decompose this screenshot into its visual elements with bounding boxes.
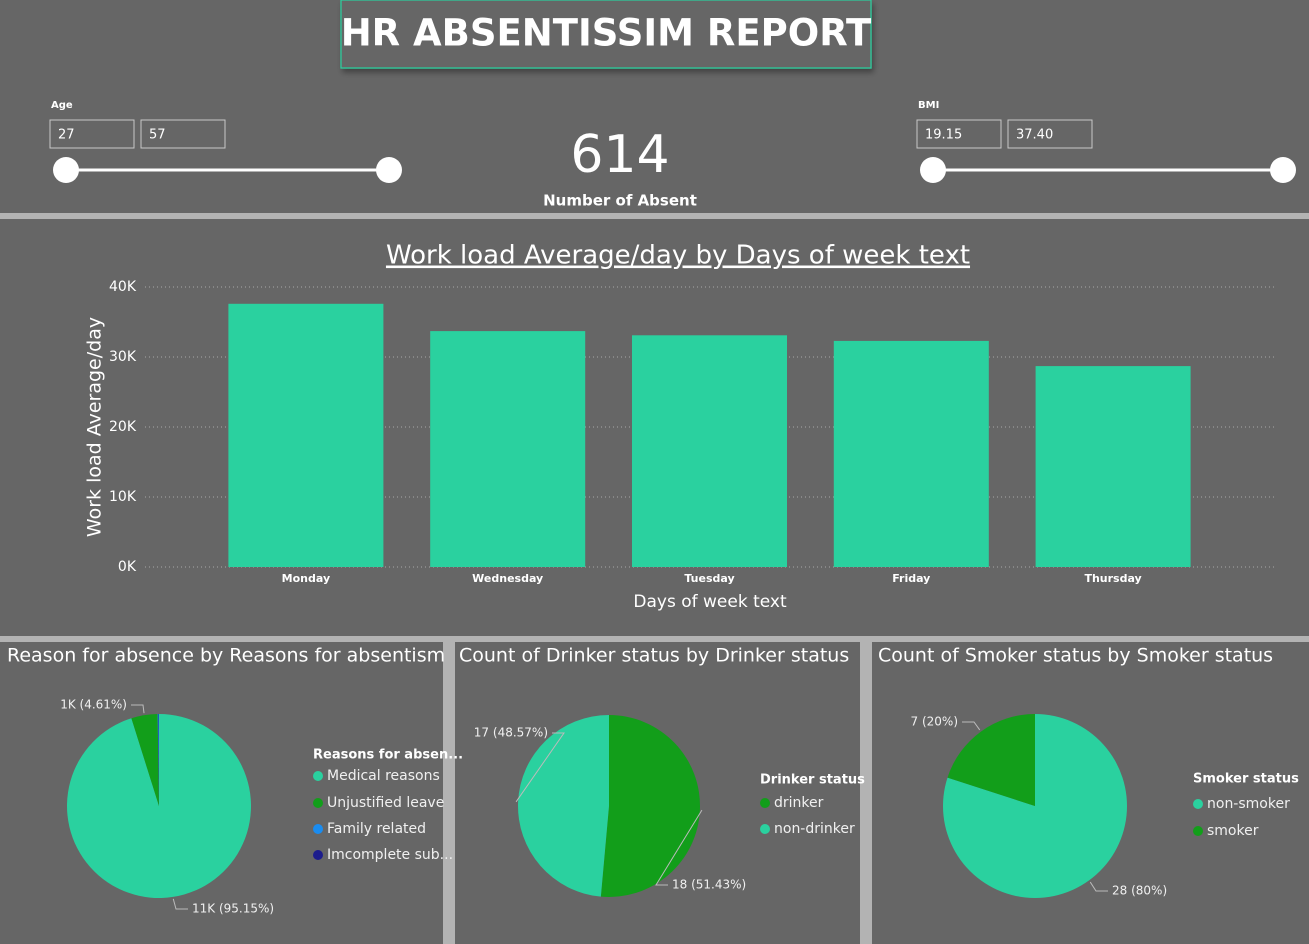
kpi-value: 614 [570, 125, 669, 185]
legend-label: Imcomplete sub... [327, 847, 453, 863]
legend-title: Drinker status [760, 773, 865, 788]
title-box [340, 0, 872, 69]
legend-label: non-smoker [1207, 796, 1290, 812]
data-label: 17 (48.57%) [474, 726, 548, 740]
slicer-min: 27 [58, 128, 75, 143]
slicer-max: 57 [149, 128, 166, 143]
bar [430, 331, 586, 567]
y-tick-label: 10K [109, 489, 137, 505]
y-axis-title: Work load Average/day [84, 317, 106, 537]
leader-line [962, 721, 981, 731]
x-tick-label: Friday [892, 572, 930, 585]
pie-slice [157, 714, 159, 806]
data-label: 11K (95.15%) [192, 902, 274, 916]
legend-title: Smoker status [1193, 772, 1299, 787]
leader-line [515, 732, 565, 803]
panel-title: Reason for absence by Reasons for absent… [7, 645, 445, 667]
pie-slice [947, 714, 1035, 806]
slicer-input [140, 119, 226, 149]
legend-marker [313, 771, 323, 781]
slicer-min: 19.15 [925, 128, 962, 143]
slicer-input [1007, 119, 1093, 149]
bar [228, 303, 384, 567]
slicer-max: 37.40 [1016, 128, 1053, 143]
legend-label: Unjustified leave [327, 795, 444, 811]
leader-line [172, 898, 188, 910]
separator [443, 642, 455, 944]
legend-label: drinker [774, 795, 824, 811]
x-tick-label: Monday [282, 572, 330, 585]
leader-line [1089, 881, 1108, 892]
x-tick-label: Tuesday [684, 572, 734, 585]
legend-marker [313, 798, 323, 808]
y-tick-label: 0K [118, 559, 137, 575]
pie-slice [517, 715, 609, 897]
legend-marker [1193, 799, 1203, 809]
separator [0, 213, 1309, 219]
y-tick-label: 30K [109, 349, 137, 365]
data-label: 7 (20%) [911, 715, 958, 729]
data-label: 18 (51.43%) [672, 878, 746, 892]
y-tick-label: 40K [109, 279, 137, 295]
legend-label: Medical reasons [327, 768, 440, 784]
slider-handle [53, 157, 79, 183]
leader-line [655, 809, 703, 886]
bar [1035, 366, 1191, 567]
separator [0, 636, 1309, 642]
slicer-input [49, 119, 135, 149]
legend-label: non-drinker [774, 821, 855, 837]
pie-slice [67, 714, 252, 898]
bar [833, 340, 989, 567]
legend-marker [1193, 826, 1203, 836]
pie-slice [600, 715, 700, 897]
legend-marker [760, 798, 770, 808]
slider-handle [376, 157, 402, 183]
slider-handle [1270, 157, 1296, 183]
data-label: 1K (4.61%) [60, 698, 127, 712]
panel-title: Count of Drinker status by Drinker statu… [459, 645, 849, 667]
x-axis-title: Days of week text [633, 592, 787, 612]
x-tick-label: Thursday [1084, 572, 1141, 585]
chart-title: Work load Average/day by Days of week te… [386, 241, 970, 271]
slider-handle [920, 157, 946, 183]
panel-title: Count of Smoker status by Smoker status [878, 645, 1273, 667]
legend-label: smoker [1207, 823, 1259, 839]
slicer-label: Age [51, 100, 73, 111]
separator [860, 642, 872, 944]
legend-marker [313, 850, 323, 860]
leader-line [131, 704, 145, 714]
report-title: HR ABSENTISSIM REPORT [341, 12, 872, 55]
legend-title: Reasons for absen... [313, 748, 463, 763]
pie-slice [131, 714, 159, 806]
bar [632, 335, 787, 567]
slicer-input [916, 119, 1002, 149]
x-tick-label: Wednesday [472, 572, 543, 585]
legend-marker [313, 824, 323, 834]
legend-marker [760, 824, 770, 834]
data-label: 28 (80%) [1112, 884, 1167, 898]
legend-label: Family related [327, 821, 426, 837]
y-tick-label: 20K [109, 419, 137, 435]
slicer-label: BMI [918, 100, 939, 111]
kpi-label: Number of Absent [543, 192, 697, 210]
